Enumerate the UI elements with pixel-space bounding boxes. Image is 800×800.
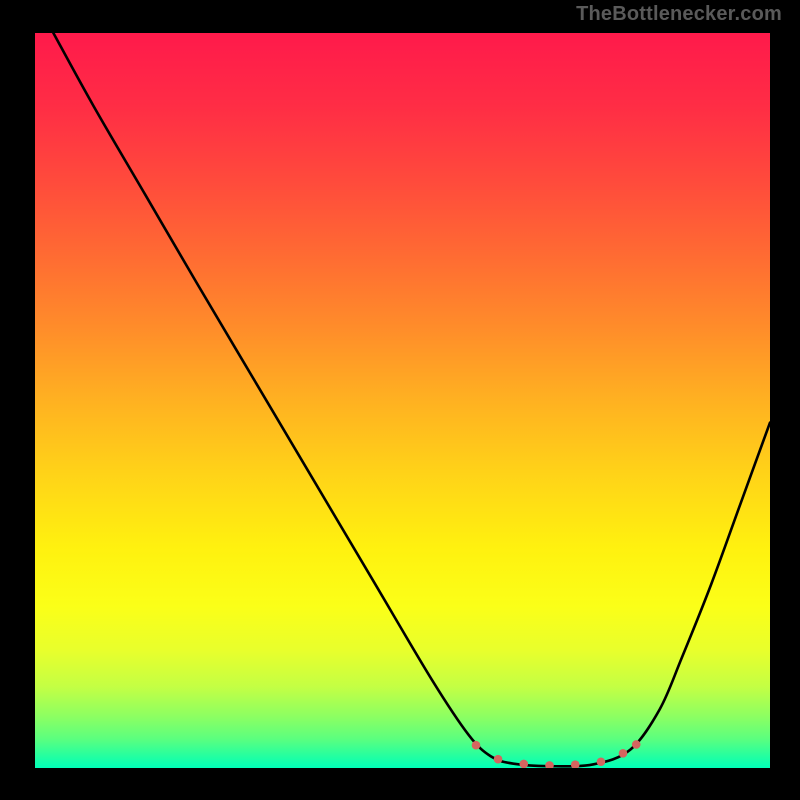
gradient-background <box>35 33 770 768</box>
attribution-text: TheBottlenecker.com <box>576 3 782 26</box>
chart-container: TheBottlenecker.com <box>0 0 800 800</box>
plot-area <box>35 33 770 768</box>
